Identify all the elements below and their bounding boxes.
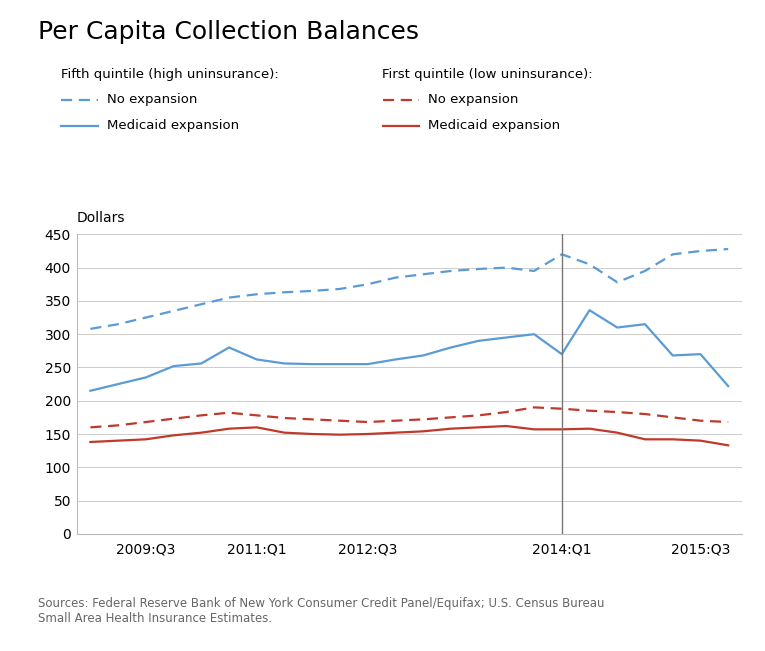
Text: First quintile (low uninsurance):: First quintile (low uninsurance): xyxy=(382,68,593,81)
Text: No expansion: No expansion xyxy=(428,93,519,106)
Text: Per Capita Collection Balances: Per Capita Collection Balances xyxy=(38,20,419,44)
Text: Sources: Federal Reserve Bank of New York Consumer Credit Panel/Equifax; U.S. Ce: Sources: Federal Reserve Bank of New Yor… xyxy=(38,597,605,625)
Text: Medicaid expansion: Medicaid expansion xyxy=(428,119,561,132)
Text: Fifth quintile (high uninsurance):: Fifth quintile (high uninsurance): xyxy=(61,68,279,81)
Text: Dollars: Dollars xyxy=(76,210,125,225)
Text: No expansion: No expansion xyxy=(107,93,197,106)
Text: Medicaid expansion: Medicaid expansion xyxy=(107,119,239,132)
